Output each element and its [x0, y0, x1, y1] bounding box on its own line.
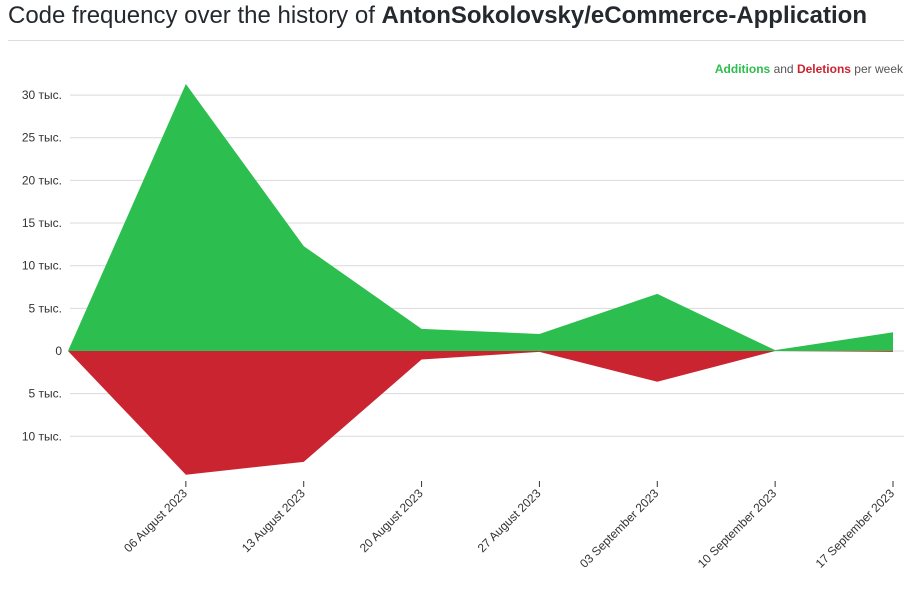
y-tick-label: 15 тыс. — [22, 216, 62, 230]
x-tick-label: 20 August 2023 — [357, 486, 426, 555]
x-tick-label: 06 August 2023 — [121, 486, 190, 555]
y-tick-label: 30 тыс. — [22, 88, 62, 102]
x-tick-label: 17 September 2023 — [813, 486, 898, 571]
title-prefix: Code frequency over the history of — [8, 2, 375, 29]
area-layer — [68, 84, 893, 475]
y-tick-label: 5 тыс. — [29, 387, 62, 401]
page-title: Code frequency over the history of Anton… — [8, 0, 867, 36]
y-tick-label: 20 тыс. — [22, 173, 62, 187]
legend-additions: Additions — [715, 62, 771, 76]
x-axis-ticks: 06 August 2023 13 August 2023 20 August 20… — [121, 481, 897, 571]
repo-link[interactable]: AntonSokolovsky/eCommerce-Application — [381, 2, 867, 29]
chart-legend: Additions and Deletions per week — [715, 62, 904, 76]
y-axis-ticks: 30 тыс. 25 тыс. 20 тыс. 15 тыс. 10 тыс. 5 тыс… — [22, 88, 62, 443]
y-tick-label: 10 тыс. — [22, 259, 62, 273]
legend-deletions: Deletions — [797, 62, 851, 76]
y-tick-label: 0 — [55, 344, 62, 358]
y-tick-label: 25 тыс. — [22, 131, 62, 145]
legend-suffix: per week — [854, 62, 904, 76]
legend-and: and — [774, 62, 794, 76]
deletions-area — [68, 351, 893, 475]
x-tick-label: 03 September 2023 — [577, 486, 662, 571]
code-frequency-chart: 30 тыс. 25 тыс. 20 тыс. 15 тыс. 10 тыс. 5 тыс… — [22, 62, 904, 571]
additions-area — [68, 84, 893, 351]
x-tick-label: 27 August 2023 — [475, 486, 544, 555]
title-divider — [8, 40, 904, 41]
y-tick-label: 10 тыс. — [22, 429, 62, 443]
x-tick-label: 10 September 2023 — [695, 486, 780, 571]
y-tick-label: 5 тыс. — [29, 301, 62, 315]
x-tick-label: 13 August 2023 — [239, 486, 308, 555]
